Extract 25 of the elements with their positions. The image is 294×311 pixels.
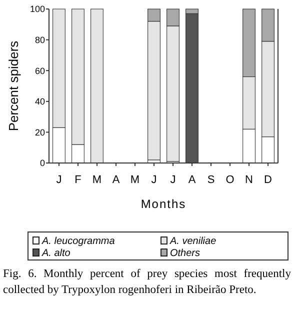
y-tick-label: 60 <box>34 66 45 76</box>
x-tick-label: F <box>74 174 82 186</box>
y-axis-title: Percent spiders <box>6 40 21 132</box>
x-tick-label: A <box>112 174 120 186</box>
x-tick-label: M <box>130 174 140 186</box>
y-tick-label: 100 <box>30 4 45 14</box>
legend-label: A. alto <box>41 248 71 259</box>
y-tick-label: 40 <box>34 96 45 107</box>
x-tick-label: A <box>188 174 196 186</box>
x-tick-label: J <box>56 174 62 186</box>
x-tick-label: J <box>170 174 176 186</box>
legend-label: A. veniliae <box>169 236 217 247</box>
x-tick-label: J <box>151 174 157 186</box>
y-tick-label: 20 <box>34 127 45 138</box>
x-tick-label: O <box>226 174 235 186</box>
x-tick-label: S <box>207 174 215 186</box>
x-tick-label: D <box>264 174 272 186</box>
y-tick-label: 80 <box>34 34 45 45</box>
x-tick-label: N <box>245 174 254 186</box>
legend-label: Others <box>170 248 200 259</box>
x-axis-title: Months <box>140 197 186 211</box>
y-tick-label: 0 <box>40 158 45 168</box>
legend-label: A. leucogramma <box>41 236 116 247</box>
caption: Fig. 6. Monthly percent of prey species most frequently collected by Trypoxylon rogenhoferi in Ribeirão Preto. <box>3 267 291 298</box>
x-tick-label: M <box>92 174 102 186</box>
